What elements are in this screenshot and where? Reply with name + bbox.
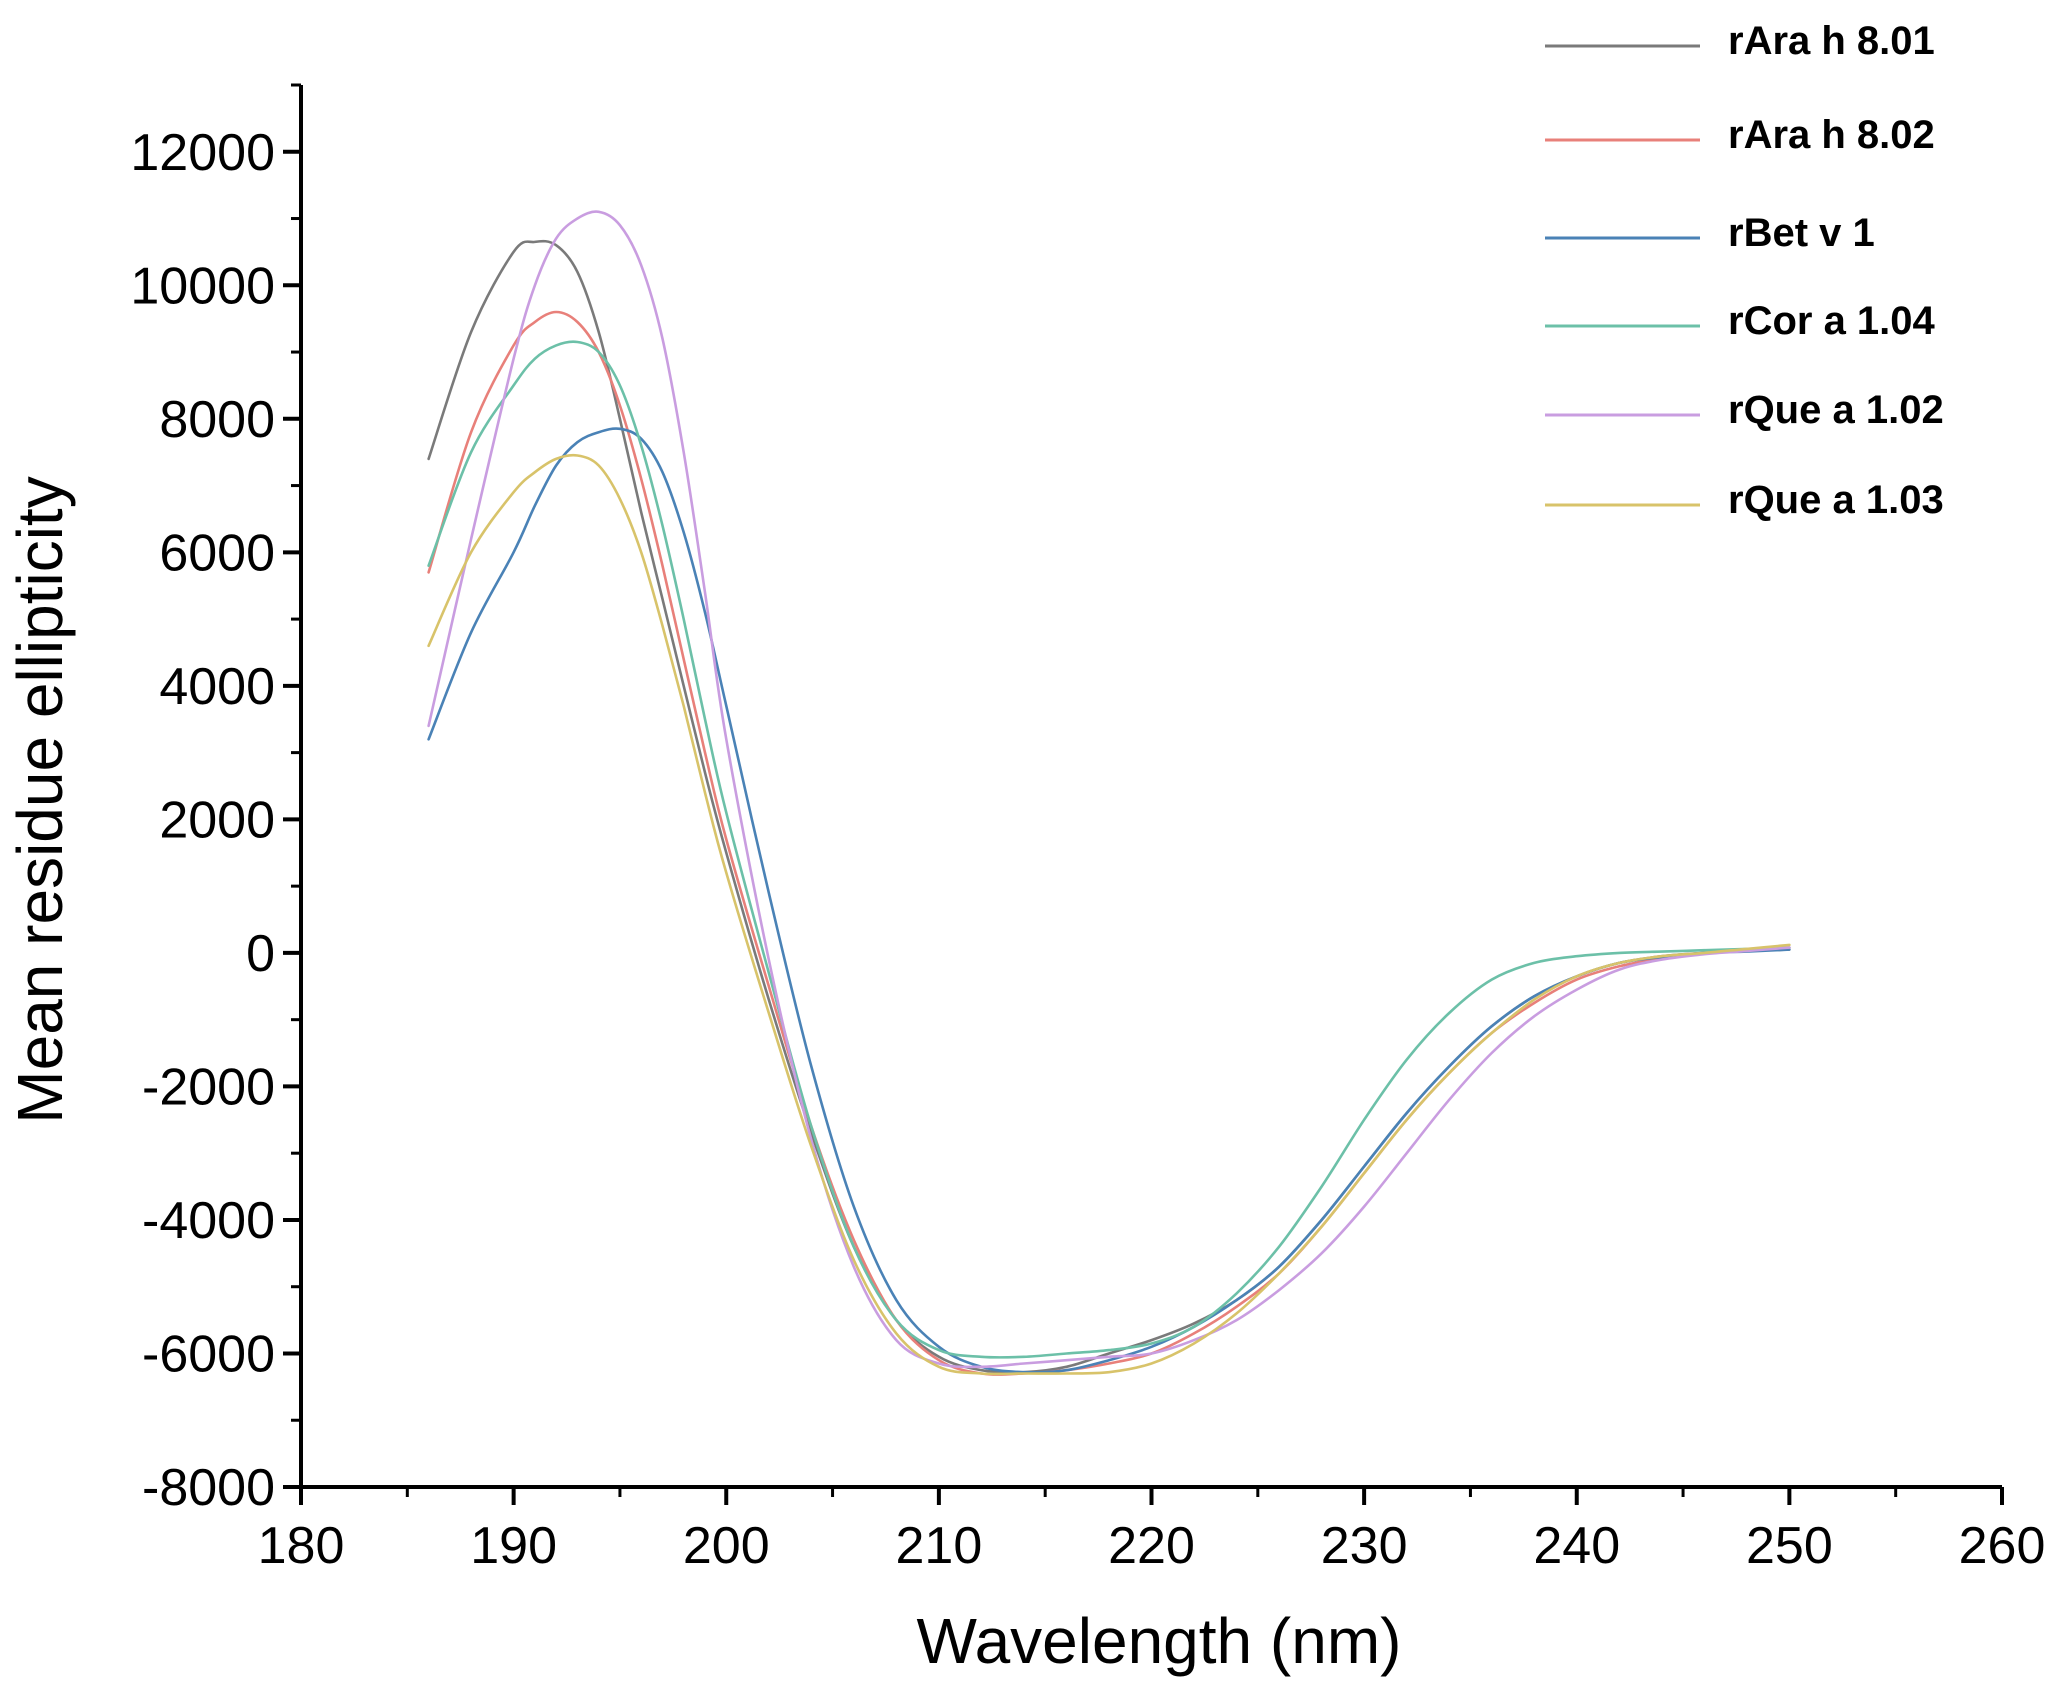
x-tick-label: 250	[1746, 1517, 1833, 1575]
x-tick-label: 180	[258, 1517, 345, 1575]
y-tick-label: -8000	[142, 1459, 275, 1517]
y-axis-title: Mean residue ellipticity	[4, 476, 76, 1123]
legend-label-rara-h-8-01: rAra h 8.01	[1728, 19, 1935, 63]
x-tick-label: 260	[1959, 1517, 2046, 1575]
x-tick-label: 240	[1533, 1517, 1620, 1575]
series-line-rque-a-1-03	[427, 453, 1791, 1376]
legend-label-rque-a-1-03: rQue a 1.03	[1728, 478, 1944, 522]
legend-label-rque-a-1-02: rQue a 1.02	[1728, 388, 1944, 432]
y-tick-label: 4000	[159, 658, 275, 716]
series-line-rbet-v-1	[427, 427, 1791, 1374]
y-tick-label: 10000	[130, 257, 275, 315]
series-line-rcor-a-1-04	[427, 340, 1791, 1359]
y-tick-label: 12000	[130, 124, 275, 182]
legend-label-rbet-v-1: rBet v 1	[1728, 211, 1875, 255]
y-tick-label: 8000	[159, 391, 275, 449]
y-tick-label: -4000	[142, 1192, 275, 1250]
series-line-rque-a-1-02	[427, 210, 1791, 1369]
x-tick-label: 190	[470, 1517, 557, 1575]
y-tick-label: 2000	[159, 791, 275, 849]
y-tick-label: 0	[246, 925, 275, 983]
y-tick-label: -6000	[142, 1325, 275, 1383]
axes: -8000 -6000 -4000 -2000 0 2000 4000 6000 8000 100…	[130, 83, 2046, 1575]
legend-label-rcor-a-1-04: rCor a 1.04	[1728, 299, 1936, 343]
x-tick-label: 210	[895, 1517, 982, 1575]
legend-label-rara-h-8-02: rAra h 8.02	[1728, 113, 1935, 157]
x-tick-label: 220	[1108, 1517, 1195, 1575]
series-layer	[427, 210, 1791, 1376]
y-tick-label: 6000	[159, 524, 275, 582]
series-line-rara-h-8-01	[427, 239, 1791, 1374]
x-axis-title: Wavelength (nm)	[917, 1605, 1402, 1677]
y-tick-label: -2000	[142, 1058, 275, 1116]
legend: rAra h 8.01 rAra h 8.02 rBet v 1 rCor a 1.0…	[1545, 19, 1944, 522]
x-tick-label: 230	[1321, 1517, 1408, 1575]
x-tick-label: 200	[683, 1517, 770, 1575]
